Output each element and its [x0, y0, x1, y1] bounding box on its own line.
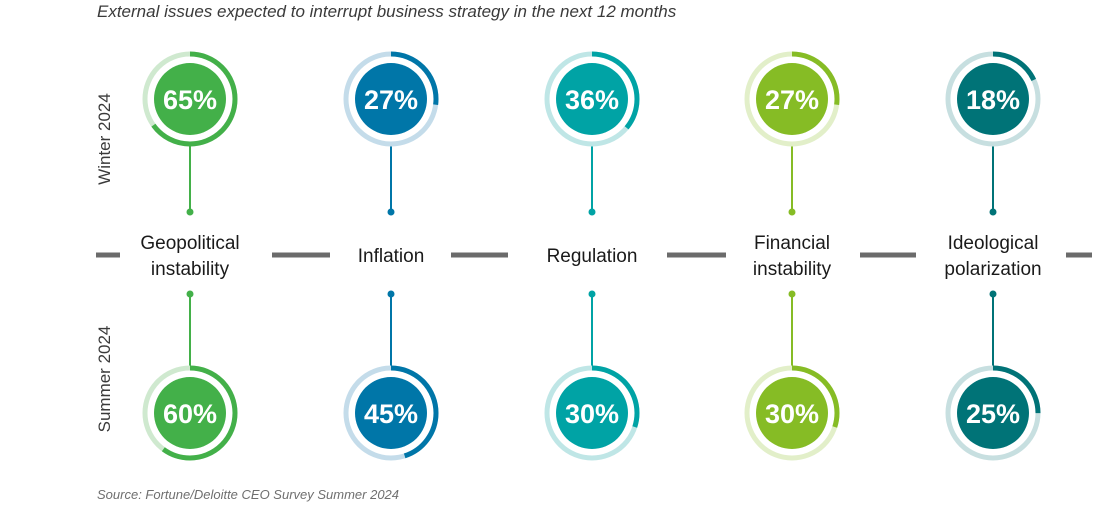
value-disc	[355, 377, 427, 449]
period-labels: Winter 2024 Summer 2024	[95, 93, 114, 432]
category-label: polarization	[944, 259, 1041, 280]
connector-dot	[788, 208, 796, 216]
connector-dot	[186, 208, 194, 216]
value-label: 18%	[966, 85, 1020, 115]
value-label: 45%	[364, 399, 418, 429]
progress-ring-arc	[945, 365, 1041, 461]
category-column-4: Ideological polarization 18% 25%	[944, 51, 1042, 461]
value-label: 27%	[765, 85, 819, 115]
category-label: Regulation	[547, 246, 638, 267]
progress-ring-arc	[142, 365, 238, 461]
value-label: 30%	[765, 399, 819, 429]
progress-ring-arc	[744, 51, 840, 147]
category-label: instability	[151, 259, 230, 280]
value-disc	[957, 377, 1029, 449]
connector-dot	[588, 208, 596, 216]
value-disc	[154, 377, 226, 449]
value-disc	[756, 63, 828, 135]
radial-progress-chart: Winter 2024 Summer 2024 Geopolitical insta…	[95, 51, 1092, 461]
value-label: 30%	[565, 399, 619, 429]
chart-title: External issues expected to interrupt bu…	[97, 2, 677, 21]
progress-ring-arc	[142, 51, 238, 147]
connector-dot	[989, 208, 997, 216]
progress-ring-arc	[945, 51, 1041, 147]
category-label: Ideological	[948, 233, 1039, 254]
progress-ring-arc	[343, 365, 439, 461]
category-column-2: Regulation 36% 30%	[544, 51, 640, 461]
value-disc	[556, 63, 628, 135]
source-note: Source: Fortune/Deloitte CEO Survey Summ…	[97, 487, 400, 502]
period-label-winter: Winter 2024	[95, 93, 114, 185]
category-columns: Geopolitical instability 65% 60% Inflation 27…	[140, 51, 1042, 461]
value-label: 65%	[163, 85, 217, 115]
progress-ring-arc	[744, 365, 840, 461]
category-label: Financial	[754, 233, 830, 254]
progress-ring-arc	[544, 51, 640, 147]
value-disc	[957, 63, 1029, 135]
value-disc	[556, 377, 628, 449]
value-disc	[355, 63, 427, 135]
value-label: 25%	[966, 399, 1020, 429]
period-label-summer: Summer 2024	[95, 326, 114, 433]
value-label: 60%	[163, 399, 217, 429]
category-column-3: Financial instability 27% 30%	[744, 51, 840, 461]
category-column-1: Inflation 27% 45%	[343, 51, 439, 461]
value-label: 36%	[565, 85, 619, 115]
progress-ring-arc	[544, 365, 640, 461]
category-label: Geopolitical	[140, 233, 239, 254]
value-label: 27%	[364, 85, 418, 115]
connector-dot	[387, 208, 395, 216]
progress-ring-arc	[343, 51, 439, 147]
category-label: Inflation	[358, 246, 425, 267]
category-label: instability	[753, 259, 832, 280]
category-column-0: Geopolitical instability 65% 60%	[140, 51, 240, 461]
value-disc	[756, 377, 828, 449]
value-disc	[154, 63, 226, 135]
